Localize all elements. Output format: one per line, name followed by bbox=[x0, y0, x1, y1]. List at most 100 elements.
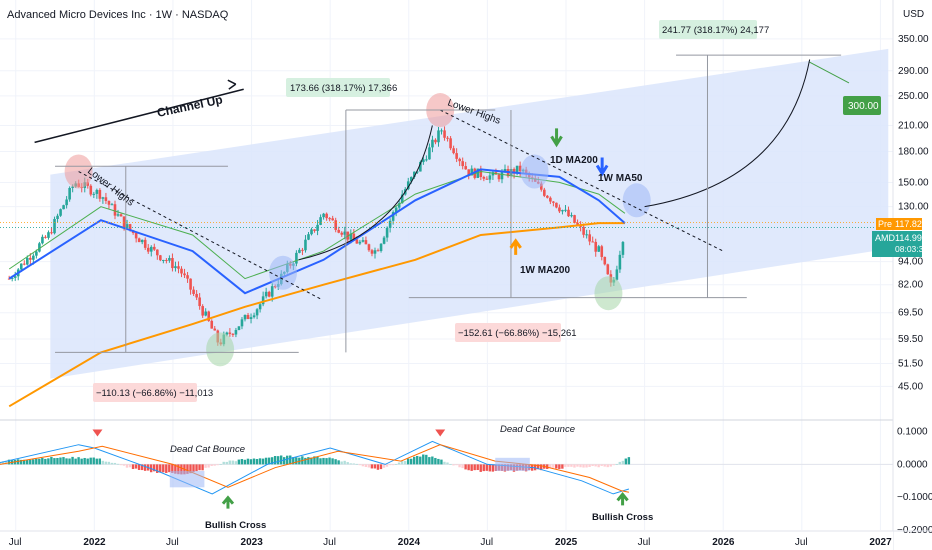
ma-1w200-label: 1W MA200 bbox=[520, 265, 570, 276]
osc-bar bbox=[434, 457, 437, 465]
osc-bar bbox=[231, 460, 235, 465]
candle-body bbox=[512, 169, 516, 174]
candle-body bbox=[373, 250, 377, 254]
candle-body bbox=[183, 273, 186, 276]
osc-bar bbox=[204, 464, 207, 468]
candle-body bbox=[98, 189, 102, 199]
osc-bar bbox=[104, 461, 108, 465]
osc-bar bbox=[561, 464, 564, 469]
candle-body bbox=[213, 328, 217, 331]
candle-body bbox=[325, 213, 328, 219]
osc-bar bbox=[391, 464, 395, 466]
low-circle-1 bbox=[206, 332, 235, 367]
candle-body bbox=[431, 139, 434, 148]
ma-touch-circle-1 bbox=[268, 255, 297, 290]
osc-bar bbox=[582, 464, 585, 468]
candle-body bbox=[394, 207, 398, 213]
osc-bar bbox=[422, 454, 425, 465]
dead-cat-label-1: Dead Cat Bounce bbox=[170, 444, 245, 455]
osc-bar bbox=[26, 459, 29, 465]
osc-bar bbox=[59, 457, 62, 465]
measure-box-3 bbox=[455, 323, 561, 342]
candle-body bbox=[488, 175, 492, 180]
osc-bar bbox=[449, 464, 452, 465]
candle-body bbox=[107, 200, 111, 205]
osc-bar bbox=[579, 464, 582, 468]
osc-bar bbox=[219, 464, 222, 465]
arrow-1w-ma50 bbox=[595, 157, 609, 177]
candle-body bbox=[367, 244, 371, 251]
osc-bar bbox=[416, 455, 419, 465]
osc-bar bbox=[373, 464, 377, 469]
osc-bar bbox=[237, 459, 241, 465]
price-axis-bg bbox=[893, 0, 932, 550]
time-axis-bg bbox=[0, 531, 893, 550]
osc-bar bbox=[258, 458, 262, 465]
candle-body bbox=[606, 264, 610, 275]
candle-body bbox=[334, 220, 338, 230]
osc-bull-arrow-1 bbox=[221, 495, 235, 509]
candle-body bbox=[428, 147, 431, 160]
candle-body bbox=[452, 148, 455, 154]
candle-body bbox=[337, 229, 341, 233]
candle-body bbox=[156, 249, 159, 256]
osc-bar bbox=[264, 457, 268, 465]
candle-body bbox=[549, 197, 552, 202]
candle-body bbox=[349, 233, 353, 240]
osc-bar bbox=[56, 458, 59, 465]
osc-bar bbox=[600, 464, 603, 466]
candle-body bbox=[13, 276, 17, 278]
candle-body bbox=[582, 226, 585, 235]
candle-body bbox=[361, 240, 365, 242]
osc-bar bbox=[594, 464, 597, 467]
osc-bar bbox=[539, 464, 543, 471]
candle-body bbox=[198, 297, 201, 307]
osc-bar bbox=[334, 459, 337, 465]
osc-bar bbox=[361, 464, 365, 467]
osc-bar bbox=[385, 464, 389, 467]
osc-bar bbox=[140, 464, 144, 471]
osc-bar bbox=[431, 456, 434, 465]
price-tick-label: 59.50 bbox=[898, 334, 923, 345]
candle-body bbox=[19, 263, 23, 270]
osc-bar bbox=[437, 458, 440, 465]
osc-bar bbox=[576, 464, 579, 467]
candle-body bbox=[437, 130, 440, 143]
candle-body bbox=[470, 168, 474, 176]
annotation-layer bbox=[0, 54, 893, 367]
candle-body bbox=[119, 214, 123, 217]
candle-body bbox=[313, 229, 316, 231]
candle-body bbox=[555, 202, 558, 208]
candle-body bbox=[38, 243, 41, 252]
osc-bar bbox=[443, 461, 446, 465]
candle-body bbox=[497, 174, 501, 180]
osc-bar bbox=[68, 458, 71, 465]
price-tick-label: 210.00 bbox=[898, 120, 929, 131]
osc-bar bbox=[409, 458, 413, 465]
price-tick-label: 51.50 bbox=[898, 359, 923, 370]
osc-bar bbox=[316, 456, 319, 465]
candle-body bbox=[573, 215, 576, 223]
osc-bar bbox=[340, 461, 343, 465]
osc-bar bbox=[128, 464, 132, 468]
osc-bar bbox=[379, 464, 383, 470]
candle-body bbox=[116, 214, 120, 216]
candle-body bbox=[458, 158, 461, 162]
osc-bar bbox=[86, 458, 89, 465]
osc-bar bbox=[364, 464, 368, 467]
currency-label[interactable]: USD bbox=[903, 9, 924, 20]
osc-bar bbox=[419, 456, 422, 465]
osc-bar bbox=[210, 464, 213, 466]
price-tick-label: 130.00 bbox=[898, 202, 929, 213]
osc-bar bbox=[440, 459, 443, 465]
candle-body bbox=[370, 250, 374, 254]
osc-bar bbox=[62, 457, 65, 465]
arrow-1d-ma200 bbox=[550, 128, 563, 148]
candle-body bbox=[319, 217, 322, 225]
time-tick-label: Jul bbox=[638, 537, 651, 548]
osc-bar bbox=[125, 464, 129, 468]
osc-bar bbox=[325, 458, 328, 465]
candle-body bbox=[449, 138, 452, 149]
candle-body bbox=[585, 234, 588, 236]
